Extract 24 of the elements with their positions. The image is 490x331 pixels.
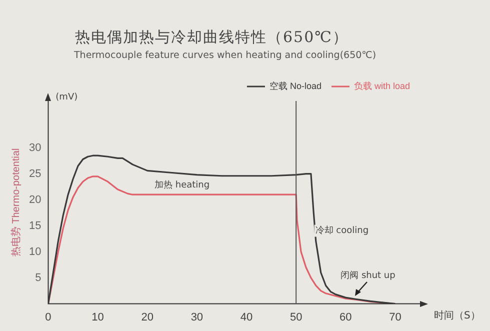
- y-tick-label: 25: [28, 168, 42, 180]
- y-tick-label: 5: [35, 272, 42, 284]
- y-axis-title: 热电势 Thermo-potential: [10, 148, 22, 257]
- annotation: (mV): [56, 92, 78, 102]
- x-axis-title: 时间（S）: [434, 309, 480, 322]
- chart-title: 热电偶加热与冷却曲线特性（650℃）: [75, 28, 348, 47]
- x-tick-label: 70: [389, 311, 402, 324]
- x-tick-label: 40: [240, 311, 253, 324]
- x-tick-label: 50: [290, 311, 302, 324]
- y-tick-label: 30: [28, 142, 42, 154]
- x-tick-label: 0: [45, 311, 52, 324]
- x-tick-label: 30: [190, 311, 204, 324]
- annotation: 冷却 cooling: [315, 225, 369, 236]
- annotation: 加热 heating: [154, 180, 210, 191]
- x-tick-label: 10: [92, 311, 104, 324]
- x-tick-label: 60: [340, 311, 352, 324]
- y-tick-label: 15: [28, 220, 42, 232]
- legend-label: 负载 with load: [354, 80, 410, 91]
- y-tick-label: 10: [28, 246, 42, 258]
- annotation: 闭阀 shut up: [340, 270, 396, 281]
- x-tick-label: 20: [141, 311, 154, 324]
- y-tick-label: 20: [28, 194, 42, 206]
- chart-subtitle: Thermocouple feature curves when heating and cooling(650℃): [74, 50, 376, 61]
- legend-label: 空载 No-load: [269, 80, 322, 91]
